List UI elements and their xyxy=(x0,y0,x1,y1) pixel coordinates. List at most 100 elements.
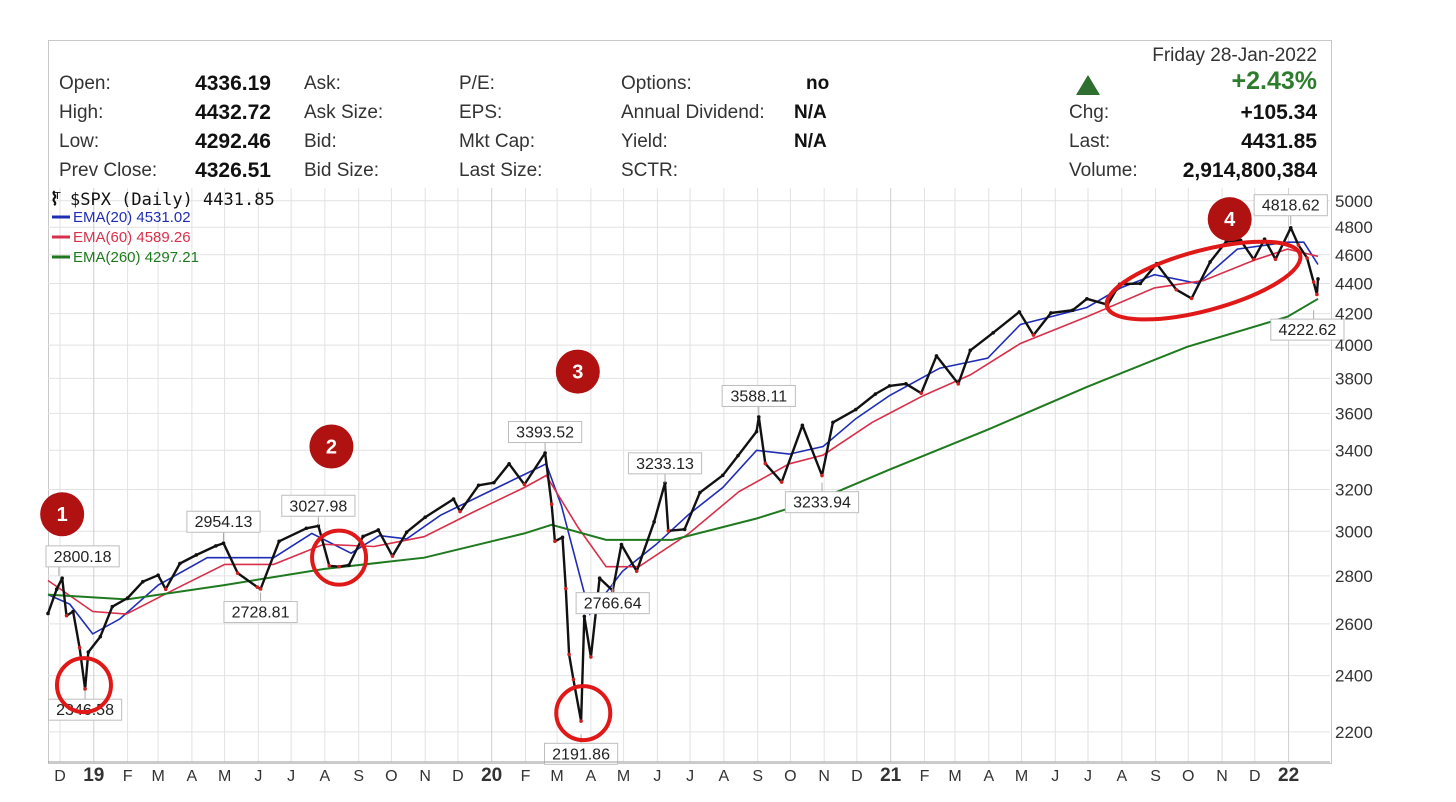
price-point xyxy=(756,415,761,419)
x-tick-label: J xyxy=(1051,768,1059,785)
price-point xyxy=(1296,243,1301,247)
y-tick-label: 3200 xyxy=(1335,481,1373,500)
x-tick-label: D xyxy=(1249,768,1261,785)
x-tick-label: J xyxy=(254,768,262,785)
price-point xyxy=(1316,277,1320,281)
x-tick-label: M xyxy=(948,768,961,785)
price-point xyxy=(919,391,923,395)
axis-layer: 2200 2400 2600 2800 3000 3200 3400 3600 3800 4000… xyxy=(48,192,1373,786)
price-point xyxy=(763,461,768,466)
price-point xyxy=(458,509,462,514)
annotation-label: 3027.98 xyxy=(289,498,347,515)
price-point xyxy=(141,579,145,584)
price-point xyxy=(1085,297,1089,301)
price-point xyxy=(564,586,568,591)
price-point xyxy=(83,687,87,691)
price-point xyxy=(1288,225,1293,230)
price-point xyxy=(567,652,571,657)
highlight-circle xyxy=(310,528,369,587)
legend-ticker: $SPX (Daily) 4431.85 xyxy=(70,190,275,210)
ticker-icon: ᵀ xyxy=(52,189,63,210)
price-point xyxy=(720,473,725,478)
price-point xyxy=(543,451,547,455)
grid xyxy=(48,188,1330,762)
annotation-label: 3588.11 xyxy=(730,388,787,405)
series-line-ema60 xyxy=(47,248,1319,615)
open-label: Open: xyxy=(59,73,111,94)
last-value: 4431.85 xyxy=(1241,130,1317,153)
price-point xyxy=(110,604,115,609)
price-point xyxy=(163,587,168,592)
y-tick-label: 3600 xyxy=(1335,404,1373,423)
price-point xyxy=(619,542,624,547)
price-point xyxy=(652,520,656,524)
price-point xyxy=(258,587,263,591)
price-point xyxy=(1251,257,1256,262)
x-tick-label: 21 xyxy=(880,765,902,786)
annotation-label: 3393.52 xyxy=(516,425,574,442)
series-layer xyxy=(46,225,1320,723)
x-tick-label: A xyxy=(983,768,994,785)
y-tick-label: 4000 xyxy=(1335,336,1373,355)
price-point xyxy=(255,585,260,589)
annotation-label: 2728.81 xyxy=(232,605,290,622)
price-point xyxy=(800,423,805,428)
annotation-box xyxy=(508,421,583,444)
x-tick-label: O xyxy=(784,768,796,785)
up-arrow-icon xyxy=(1076,75,1100,95)
x-tick-label: S xyxy=(752,768,763,785)
annual-dividend-value: N/A xyxy=(794,102,827,123)
legend-label: EMA(260) 4297.21 xyxy=(73,249,199,266)
annotation-label: 2191.86 xyxy=(552,746,610,763)
price-point xyxy=(404,530,409,534)
volume-label: Volume: xyxy=(1069,160,1138,181)
last-size-label: Last Size: xyxy=(459,160,543,181)
x-tick-label: A xyxy=(1116,768,1127,785)
x-tick-label: A xyxy=(586,768,597,785)
annotation-box xyxy=(1270,318,1345,341)
price-point xyxy=(54,587,59,592)
x-tick-label: N xyxy=(419,768,431,785)
x-tick-label: M xyxy=(218,768,231,785)
price-point xyxy=(853,407,858,412)
x-tick-label: 22 xyxy=(1278,765,1299,786)
price-point xyxy=(779,480,784,484)
price-point xyxy=(571,677,576,682)
price-point xyxy=(304,526,309,531)
y-tick-label: 2400 xyxy=(1335,667,1373,686)
price-point xyxy=(46,611,50,616)
price-point xyxy=(1273,257,1278,262)
y-tick-label: 2600 xyxy=(1335,615,1373,634)
price-point xyxy=(597,576,602,581)
price-point xyxy=(214,544,218,548)
annotation-label: 2766.64 xyxy=(584,596,642,613)
price-point xyxy=(579,719,583,723)
price-point xyxy=(820,473,824,478)
annotation-box xyxy=(721,384,796,407)
price-point xyxy=(522,482,527,487)
price-point xyxy=(736,453,740,458)
price-point xyxy=(347,563,351,567)
y-tick-label: 2200 xyxy=(1335,723,1373,742)
price-point xyxy=(1315,292,1319,297)
marker-badge xyxy=(1207,197,1252,242)
x-tick-label: S xyxy=(1150,768,1161,785)
x-tick-label: J xyxy=(1084,768,1092,785)
x-tick-label: M xyxy=(550,768,563,785)
options-value: no xyxy=(806,73,830,94)
y-tick-label: 5000 xyxy=(1335,192,1373,211)
annotation-label: 4222.62 xyxy=(1278,322,1336,339)
x-tick-label: N xyxy=(1216,768,1228,785)
price-point xyxy=(934,354,939,358)
highlight-ellipse xyxy=(1104,239,1303,322)
highlight-circle xyxy=(54,656,113,715)
x-tick-label: A xyxy=(320,768,331,785)
price-point xyxy=(589,655,593,659)
marker-label: 4 xyxy=(1224,209,1236,231)
sctr-label: SCTR: xyxy=(621,160,678,181)
price-point xyxy=(86,650,91,654)
price-point xyxy=(235,571,240,575)
price-point xyxy=(390,554,395,558)
annotation-box xyxy=(627,452,703,475)
